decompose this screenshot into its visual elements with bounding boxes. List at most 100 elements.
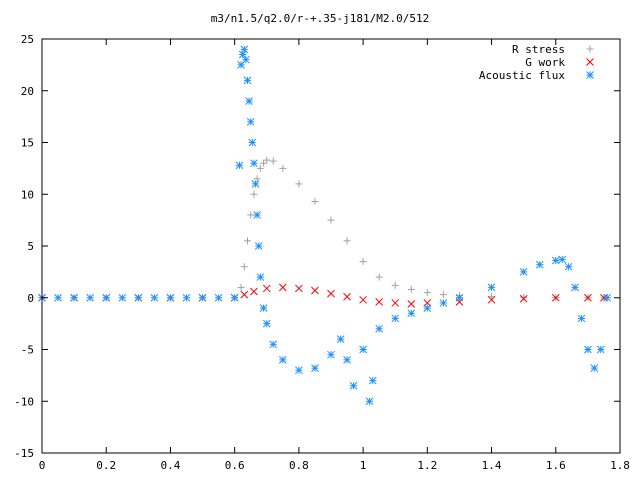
data-point (603, 293, 612, 302)
data-point (391, 314, 400, 323)
legend-marker (586, 45, 594, 53)
data-point (263, 156, 271, 164)
data-point (327, 350, 335, 359)
data-point (256, 273, 265, 281)
data-point (577, 314, 586, 323)
legend-marker (586, 71, 594, 79)
y-tick-label: -10 (14, 395, 34, 408)
data-point (343, 292, 351, 301)
data-point (551, 256, 560, 265)
x-axis: 0 0.2 0.4 0.6 0.8 1 1.2 1.4 1.6 1.8 (39, 39, 630, 472)
series-0 (38, 156, 608, 302)
data-point (253, 175, 261, 183)
data-point (359, 345, 367, 354)
data-point (54, 293, 62, 302)
data-point (336, 335, 345, 344)
y-tick-label: 15 (21, 137, 34, 150)
y-tick-label: -5 (21, 344, 34, 357)
x-tick-label: 1.6 (546, 459, 566, 472)
data-point (391, 299, 400, 307)
data-point (243, 76, 252, 85)
legend-label: R stress (512, 43, 565, 56)
data-point (254, 242, 263, 250)
data-point (256, 164, 264, 172)
data-point (246, 117, 255, 126)
y-tick-label: 10 (21, 188, 34, 201)
chart-title: m3/n1.5/q2.0/r-+.35-j181/M2.0/512 (211, 12, 430, 25)
y-tick-label: 25 (21, 33, 34, 46)
data-point (235, 161, 244, 170)
data-point (327, 216, 335, 224)
data-point (269, 340, 278, 349)
data-point (262, 284, 271, 293)
data-point (102, 293, 111, 302)
data-point (455, 293, 464, 302)
data-point (327, 289, 335, 298)
data-point (407, 300, 416, 308)
data-point (359, 295, 367, 304)
data-point (520, 293, 528, 301)
data-point (240, 263, 248, 271)
series-2 (38, 45, 612, 406)
data-point (240, 45, 249, 54)
data-point (244, 237, 252, 245)
data-point (295, 366, 303, 375)
data-point (86, 293, 95, 302)
x-tick-label: 1.2 (417, 459, 437, 472)
data-point (519, 268, 528, 276)
data-point (439, 299, 448, 307)
data-point (564, 262, 573, 271)
data-point (439, 291, 447, 299)
y-axis: -15 -10 -5 0 5 10 15 20 25 (14, 33, 620, 460)
data-point (375, 324, 384, 333)
data-point (365, 397, 374, 406)
legend-marker (586, 58, 594, 66)
data-point (70, 293, 78, 302)
data-point (242, 55, 250, 64)
y-tick-label: 20 (21, 85, 34, 98)
data-point (214, 293, 223, 302)
y-tick-label: 5 (27, 240, 34, 253)
legend-label: G work (525, 56, 565, 69)
data-point (248, 138, 257, 147)
data-point (596, 345, 605, 354)
data-point (343, 355, 351, 364)
data-point (230, 293, 239, 302)
data-point (250, 190, 258, 198)
data-point (519, 294, 528, 303)
x-tick-label: 1.4 (482, 459, 502, 472)
data-point (375, 273, 383, 281)
data-point (375, 298, 384, 306)
x-tick-label: 0.6 (225, 459, 245, 472)
data-point (359, 258, 367, 266)
data-point (391, 281, 399, 289)
y-tick-label: -15 (14, 447, 34, 460)
data-point (278, 355, 287, 364)
data-point (253, 211, 261, 219)
data-point (590, 364, 599, 372)
data-point (558, 255, 567, 264)
data-point (134, 293, 143, 302)
plot-content (38, 45, 612, 406)
data-point (240, 290, 249, 299)
data-point (166, 293, 175, 302)
data-point (368, 376, 377, 385)
data-point (237, 283, 245, 291)
x-tick-label: 1.8 (610, 459, 630, 472)
data-point (295, 284, 303, 293)
data-point (247, 211, 255, 219)
data-point (311, 364, 319, 372)
data-point (349, 381, 358, 390)
data-point (259, 304, 268, 312)
data-point (250, 159, 258, 168)
data-point (584, 345, 592, 354)
x-tick-label: 0.2 (96, 459, 116, 472)
data-point (260, 159, 268, 167)
data-point (423, 289, 431, 297)
data-point (343, 237, 351, 245)
data-point (251, 180, 260, 188)
data-point (198, 293, 207, 302)
data-point (182, 293, 191, 302)
